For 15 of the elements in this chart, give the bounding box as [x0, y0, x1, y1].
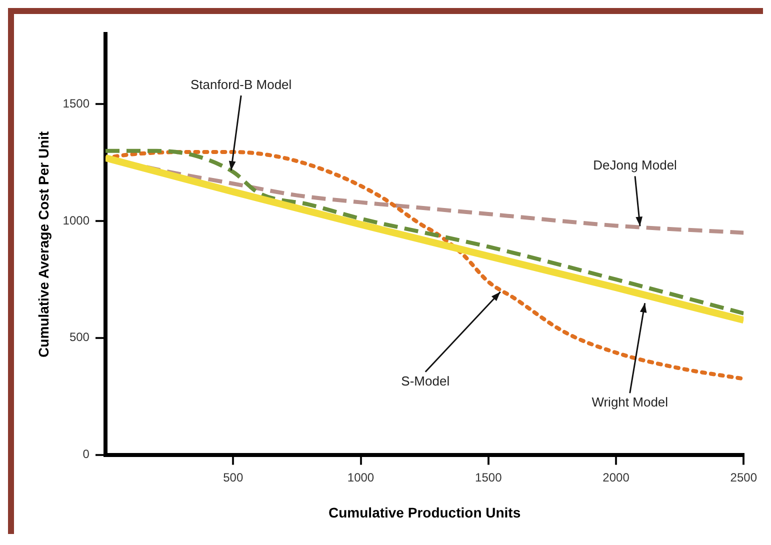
y-tick-label: 500	[69, 330, 90, 344]
annotation: S-Model	[401, 373, 450, 388]
x-tick-label: 1500	[475, 470, 502, 484]
y-tick-label: 1500	[62, 96, 90, 110]
x-tick-label: 2500	[730, 470, 758, 484]
annotation: Wright Model	[592, 394, 668, 410]
y-tick-label: 0	[82, 447, 90, 462]
x-tick-label: 500	[223, 470, 244, 484]
x-tick-label: 2000	[602, 470, 630, 484]
x-tick-label: 1000	[347, 470, 374, 484]
y-tick-label: 1000	[62, 213, 90, 228]
annotation: DeJong Model	[593, 158, 678, 173]
x-axis-title: Cumulative Production Units	[328, 504, 521, 520]
y-axis-title: Cumulative Average Cost Per Unit	[35, 131, 52, 358]
annotation: Stanford-B Model	[190, 77, 292, 92]
